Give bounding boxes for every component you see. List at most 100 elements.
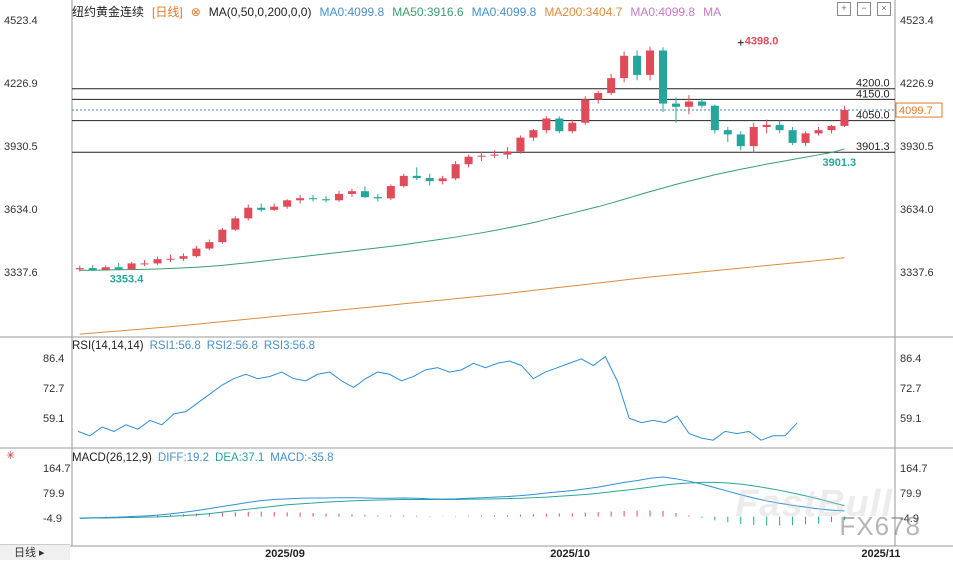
ma200-line [79, 257, 845, 335]
candle-body [399, 175, 408, 187]
candle-body [101, 267, 110, 271]
candle-body [347, 191, 356, 194]
candle-body [88, 268, 97, 271]
candle-body [386, 186, 395, 199]
candle-body [153, 259, 162, 264]
candle-body [710, 105, 719, 131]
candle-body [296, 198, 305, 201]
candle-body [736, 134, 745, 147]
period-button-label: 日线 ▸ [14, 547, 45, 559]
candle-body [360, 191, 369, 198]
candle-body [607, 78, 616, 93]
ma-values: MA0:4099.8 MA50:3916.6 MA0:4099.8 MA200:340… [319, 5, 721, 19]
y-tick-left: 3634.0 [4, 204, 38, 216]
rsi-label: RSI(14,14,14) [72, 340, 144, 352]
dea-line [79, 481, 845, 519]
candle-body [244, 207, 253, 219]
period-button[interactable]: 日线 ▸ [0, 544, 70, 560]
candle-body [762, 124, 771, 127]
candle-body [671, 103, 680, 107]
candle-body [451, 164, 460, 179]
rsi3-value: RSI3:56.8 [263, 340, 316, 352]
last-price-label: 4099.7 [899, 105, 933, 117]
diff-value: DIFF:19.2 [157, 452, 210, 464]
candle-body [568, 122, 577, 132]
macd-y-tick-right: 79.9 [900, 488, 921, 500]
candle-body [166, 258, 175, 260]
candle-body [477, 155, 486, 157]
candle-body [218, 229, 227, 243]
watermark: FastBull [735, 483, 893, 525]
ma-value-5: MA [703, 4, 722, 19]
macd-y-tick-left: -4.9 [43, 513, 62, 525]
y-tick-left: 3930.5 [4, 141, 38, 153]
annotation-label: 4398.0 [745, 36, 779, 48]
candle-body [231, 218, 240, 230]
window-controls: + − × [837, 2, 891, 16]
rsi-y-tick-right: 86.4 [900, 353, 921, 365]
candle-body [646, 50, 655, 75]
y-tick-left: 4226.9 [4, 78, 38, 90]
candle-body [412, 175, 421, 178]
candle-body [490, 154, 499, 156]
annotation-label: 3901.3 [823, 157, 857, 169]
add-icon[interactable]: + [837, 2, 851, 16]
candle-body [114, 267, 123, 270]
candle-body [633, 55, 642, 75]
rsi-y-tick-right: 72.7 [900, 383, 921, 395]
macd-settings-icon[interactable]: ✳ [6, 450, 16, 462]
candle-body [775, 124, 784, 131]
y-tick-left: 3337.6 [4, 267, 38, 279]
candle-body [192, 248, 201, 257]
candle-body [322, 199, 331, 201]
settings-icon[interactable]: ⊗ [190, 4, 201, 19]
candle-body [723, 130, 732, 135]
macd-header: MACD(26,12,9) DIFF:19.2 DEA:37.1 MACD:-3… [72, 452, 334, 464]
last-price-tag [895, 102, 943, 118]
x-axis-label: 2025/09 [265, 548, 305, 560]
annotation-label: 3353.4 [110, 274, 145, 286]
candle-body [620, 55, 629, 79]
period-label[interactable]: [日线] [152, 5, 183, 19]
minus-icon[interactable]: − [857, 2, 871, 16]
macd-y-tick-right: 164.7 [900, 463, 928, 475]
macd-value: MACD:-35.8 [270, 452, 334, 464]
candle-body [529, 130, 538, 138]
candle-body [373, 197, 382, 199]
candle-body [438, 178, 447, 182]
candle-body [179, 256, 188, 259]
y-tick-right: 4226.9 [900, 78, 934, 90]
candle-body [516, 137, 525, 152]
ma-value-3: MA200:3404.7 [544, 4, 623, 19]
candle-body [75, 268, 84, 270]
rsi-y-tick-left: 59.1 [43, 413, 64, 425]
candle-body [270, 206, 279, 210]
candle-body [283, 200, 292, 207]
rsi-y-tick-left: 86.4 [43, 353, 64, 365]
candle-body [127, 263, 136, 270]
candle-body [464, 156, 473, 165]
candle-body [309, 198, 318, 200]
x-axis-label: 2025/10 [550, 548, 590, 560]
candle-body [425, 177, 434, 182]
ma-value-0: MA0:4099.8 [319, 4, 385, 19]
candle-body [827, 125, 836, 131]
candle-body [840, 110, 849, 126]
candle-body [334, 193, 344, 201]
candle-body [257, 207, 266, 210]
dea-value: DEA:37.1 [215, 452, 265, 464]
rsi-header: RSI(14,14,14) RSI1:56.8 RSI2:56.8 RSI3:5… [72, 340, 315, 352]
main-chart-header: 纽约黄金连续 [日线] ⊗ MA(0,50,0,200,0,0) MA0:409… [72, 3, 721, 20]
candle-body [801, 133, 810, 143]
candle-body [594, 92, 603, 100]
hline-label: 4200.0 [856, 78, 890, 90]
candle-body [749, 126, 758, 147]
rsi-y-tick-left: 72.7 [43, 383, 64, 395]
macd-label: MACD(26,12,9) [72, 452, 152, 464]
candle-body [503, 151, 512, 155]
diff-line [79, 476, 845, 519]
ma-label: MA(0,50,0,200,0,0) [208, 4, 312, 19]
close-icon[interactable]: × [877, 2, 891, 16]
rsi2-value: RSI2:56.8 [206, 340, 258, 352]
